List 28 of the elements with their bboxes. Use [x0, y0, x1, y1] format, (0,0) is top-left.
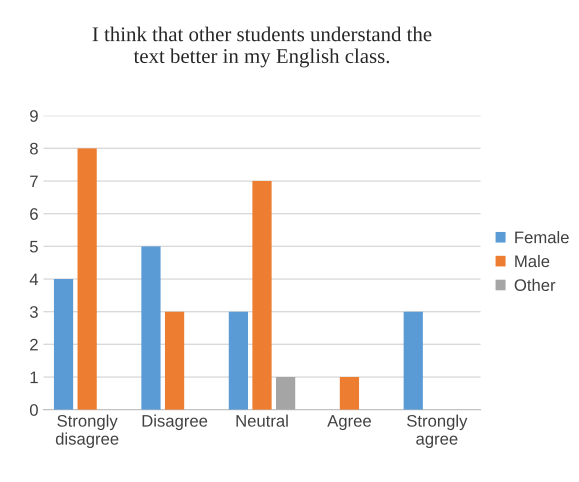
x-tick-label: Strongly disagree [56, 414, 118, 448]
y-tick-label: 5 [30, 240, 38, 253]
bar [252, 181, 272, 410]
bar [141, 246, 161, 410]
bar [78, 148, 97, 410]
y-tick-label: 1 [30, 372, 38, 384]
x-tick-label: Neutral [236, 414, 288, 427]
chart-title: I think that other students understand the text better in my English class. [92, 26, 432, 68]
x-tick-label: Strongly agree [407, 414, 468, 448]
y-tick-label: 9 [30, 110, 38, 122]
y-tick-label: 7 [30, 176, 38, 188]
legend-label: Female [515, 231, 569, 244]
bar [228, 312, 248, 410]
y-tick-label: 6 [30, 208, 38, 220]
legend-label: Male [515, 254, 550, 268]
y-tick-label: 0 [30, 404, 38, 416]
y-tick-label: 8 [30, 142, 38, 155]
bar [164, 312, 184, 410]
bar [340, 377, 360, 410]
legend-label: Other [514, 278, 556, 292]
bar [54, 279, 74, 410]
x-tick-label: Agree [327, 415, 371, 430]
bar [276, 377, 296, 410]
y-tick-label: 3 [30, 306, 38, 318]
x-tick-label: Disagree [142, 414, 208, 430]
y-tick-label: 2 [30, 338, 38, 350]
bar [404, 312, 423, 410]
y-tick-label: 4 [30, 274, 38, 286]
